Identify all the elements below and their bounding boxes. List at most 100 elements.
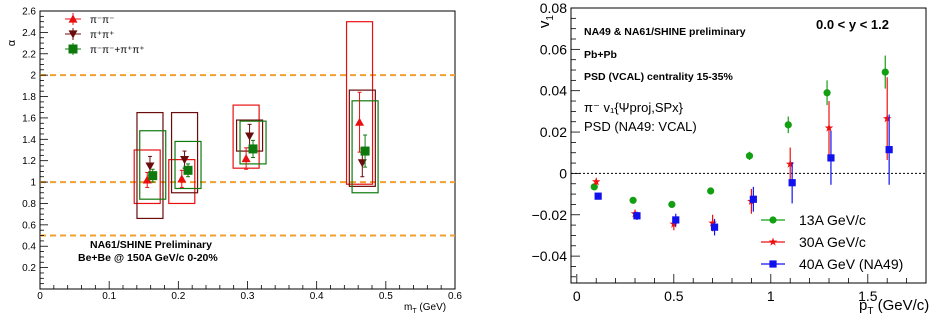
data-point-13a-gev-c: [881, 68, 889, 76]
systematic-box-item: [345, 21, 374, 185]
data-point-40a-gev-na49: [594, 192, 602, 200]
x-tick-label: 1: [767, 288, 775, 304]
y-tick-label: 0.6: [22, 220, 36, 231]
data-point-item: [355, 117, 365, 126]
data-point-40a-gev-na49: [885, 146, 893, 154]
legend-label: π⁻π⁻: [90, 15, 114, 26]
y-tick-label: −0.02: [532, 207, 568, 223]
systematic-box-item: [133, 149, 161, 205]
data-point-13a-gev-c: [590, 183, 598, 191]
x-tick-label: 0.5: [664, 288, 684, 304]
legend-marker: [769, 260, 777, 268]
x-tick-label: 0.1: [102, 291, 116, 302]
data-point-13a-gev-c: [707, 187, 715, 195]
data-point-30a-gev-c: [591, 177, 601, 186]
data-point-item: [183, 165, 193, 175]
y-tick-label: 1.2: [22, 156, 36, 167]
systematic-box-item: [170, 111, 199, 194]
y-tick-label: 1.6: [22, 113, 36, 124]
legend-label: 13A GeV/c: [799, 212, 866, 228]
data-point-item: [248, 144, 258, 154]
annotation-centrality: PSD (VCAL) centrality 15-35%: [584, 71, 733, 83]
data-point-item: [245, 132, 255, 141]
data-point-13a-gev-c: [629, 196, 637, 204]
y-tick-label: 2.2: [22, 49, 36, 60]
systematic-box-item: [351, 100, 379, 194]
annotation-system: Be+Be @ 150A GeV/c 0-20%: [78, 252, 218, 264]
legend-marker: [769, 216, 777, 224]
data-point-item: [357, 159, 367, 168]
y-tick-label: 0.04: [540, 83, 567, 99]
legend-marker: [68, 30, 78, 39]
data-point-40a-gev-na49: [827, 154, 835, 162]
data-point-30a-gev-c: [669, 219, 679, 228]
annotation-experiment: NA49 & NA61/SHINE preliminary: [584, 26, 746, 38]
x-axis-title: pT (GeV/c): [859, 297, 929, 317]
systematic-box-item: [348, 89, 376, 187]
legend-marker: [768, 237, 778, 246]
y-tick-label: 0.06: [540, 41, 567, 57]
y-tick-label: 0.2: [22, 263, 36, 274]
data-point-item: [180, 156, 190, 165]
x-tick-label: 0: [37, 291, 43, 302]
legend-label: 40A GeV (NA49): [799, 256, 903, 272]
annotation-psd: PSD (NA49: VCAL): [584, 119, 697, 134]
data-point-item: [241, 154, 251, 163]
data-point-item: [148, 171, 158, 181]
y-tick-label: 0.4: [22, 242, 36, 253]
systematic-box-item: [168, 159, 196, 205]
legend-label: π⁻π⁻+π⁺π⁺: [90, 45, 145, 56]
y-tick-label: 2.4: [22, 28, 36, 39]
data-point-13a-gev-c: [745, 152, 754, 160]
systematic-box-item: [139, 130, 167, 200]
systematic-box-item: [239, 120, 267, 165]
x-axis-title: mT (GeV): [404, 302, 446, 315]
data-point-item: [142, 175, 152, 184]
x-tick-label: 0: [573, 288, 581, 304]
x-tick-label: 0.3: [241, 291, 255, 302]
data-point-40a-gev-na49: [710, 223, 719, 231]
legend-marker: [68, 14, 78, 23]
systematic-box-item: [174, 140, 202, 190]
data-point-30a-gev-c: [785, 159, 795, 168]
systematic-box-item: [136, 111, 164, 220]
legend-label: π⁺π⁺: [90, 30, 114, 41]
data-point-40a-gev-na49: [672, 216, 680, 224]
data-point-30a-gev-c: [882, 114, 892, 123]
data-point-30a-gev-c: [708, 218, 717, 227]
data-point-item: [177, 174, 187, 183]
data-point-40a-gev-na49: [788, 179, 796, 187]
y-tick-label: 0: [559, 165, 567, 181]
alpha-vs-mt-chart: 0.2 0.4 0.6 0.8 1 1.2 1.4 1.6 1.8 2 2.2 2.4 2.6 0 0.1 0…: [6, 7, 462, 316]
legend-marker: [68, 44, 78, 54]
y-tick-label: 1.4: [22, 135, 36, 146]
data-point-item: [360, 146, 370, 156]
data-point-40a-gev-na49: [749, 195, 757, 203]
annotation-method: π⁻ v₁{Ψproj,SPx}: [584, 100, 684, 115]
y-tick-label: −0.04: [532, 248, 568, 264]
y-axis-title: v1: [536, 15, 556, 29]
data-point-13a-gev-c: [784, 121, 792, 129]
y-tick-label: 2: [30, 71, 36, 82]
y-tick-label: 1.8: [22, 92, 36, 103]
x-tick-label: 0.6: [448, 291, 462, 302]
y-tick-label: 0.02: [540, 124, 567, 140]
annotation-system: Pb+Pb: [584, 49, 617, 61]
plot-frame: [570, 7, 927, 284]
v1-vs-pt-chart: −0.04 −0.02 0 0.02 0.04 0.06 0.08 0 0.5 1 1.5 v1 pT …: [532, 0, 930, 317]
data-point-13a-gev-c: [823, 89, 831, 97]
data-point-30a-gev-c: [824, 123, 834, 132]
x-tick-label: 1.5: [858, 288, 878, 304]
data-point-40a-gev-na49: [633, 212, 641, 220]
legend-label: 30A GeV/c: [799, 234, 866, 250]
y-axis-title: α: [6, 39, 18, 46]
data-point-item: [145, 162, 155, 171]
x-tick-label: 0.5: [379, 291, 393, 302]
y-tick-label: 2.6: [22, 7, 36, 18]
annotation-experiment: NA61/SHINE Preliminary: [90, 239, 212, 251]
x-tick-label: 0.2: [171, 291, 185, 302]
data-point-13a-gev-c: [668, 200, 676, 209]
y-tick-label: 1: [30, 178, 36, 189]
x-tick-label: 0.4: [310, 291, 324, 302]
